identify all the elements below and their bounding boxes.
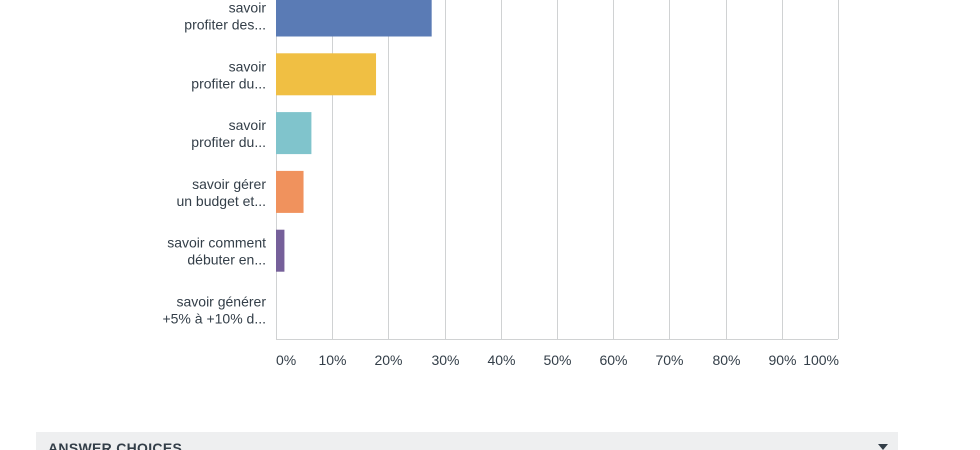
bar[interactable] xyxy=(276,112,312,155)
bar[interactable] xyxy=(276,53,377,96)
x-tick-label: 30% xyxy=(431,352,459,368)
bar[interactable] xyxy=(276,229,285,272)
x-tick-label: 20% xyxy=(374,352,402,368)
x-tick-label: 10% xyxy=(318,352,346,368)
answer-choices-label: ANSWER CHOICES xyxy=(48,440,183,450)
category-label: savoir générer +5% à +10% d... xyxy=(162,294,266,327)
category-label-line: savoir comment xyxy=(167,235,266,251)
x-tick-label: 70% xyxy=(655,352,683,368)
x-axis-ticks: 0% 10% 20% 30% 40% 50% 60% 70% 80% 90% 100% xyxy=(276,352,839,368)
category-label-line: savoir xyxy=(229,58,267,74)
category-label-line: profiter du... xyxy=(191,134,266,150)
bar-chart: savoir profiter des...savoir profiter du..… xyxy=(162,0,839,368)
category-label-line: profiter des... xyxy=(184,17,266,33)
category-label-line: savoir xyxy=(229,0,267,16)
x-tick-label: 90% xyxy=(768,352,796,368)
category-labels: savoir profiter des...savoir profiter du..… xyxy=(162,0,266,327)
x-tick-label: 0% xyxy=(276,352,296,368)
bar[interactable] xyxy=(276,170,304,213)
category-label-line: un budget et... xyxy=(176,193,266,209)
category-label-line: profiter du... xyxy=(191,75,266,91)
category-label-line: débuter en... xyxy=(187,252,266,268)
category-label: savoir profiter du... xyxy=(191,58,266,91)
x-tick-label: 50% xyxy=(543,352,571,368)
answer-choices-header[interactable]: ANSWER CHOICES xyxy=(36,432,898,450)
x-tick-label: 60% xyxy=(599,352,627,368)
bars xyxy=(276,0,432,272)
x-tick-label: 100% xyxy=(803,352,839,368)
category-label-line: +5% à +10% d... xyxy=(162,311,266,327)
gridlines xyxy=(276,0,839,340)
category-label-line: savoir gérer xyxy=(192,176,266,192)
bar[interactable] xyxy=(276,0,432,37)
category-label: savoir profiter des... xyxy=(184,0,266,33)
x-tick-label: 40% xyxy=(487,352,515,368)
category-label-line: savoir générer xyxy=(177,294,267,310)
category-label: savoir comment débuter en... xyxy=(167,235,266,268)
x-tick-label: 80% xyxy=(712,352,740,368)
category-label: savoir profiter du... xyxy=(191,117,266,150)
caret-down-icon[interactable] xyxy=(878,444,888,450)
category-label: savoir gérer un budget et... xyxy=(176,176,266,209)
category-label-line: savoir xyxy=(229,117,267,133)
